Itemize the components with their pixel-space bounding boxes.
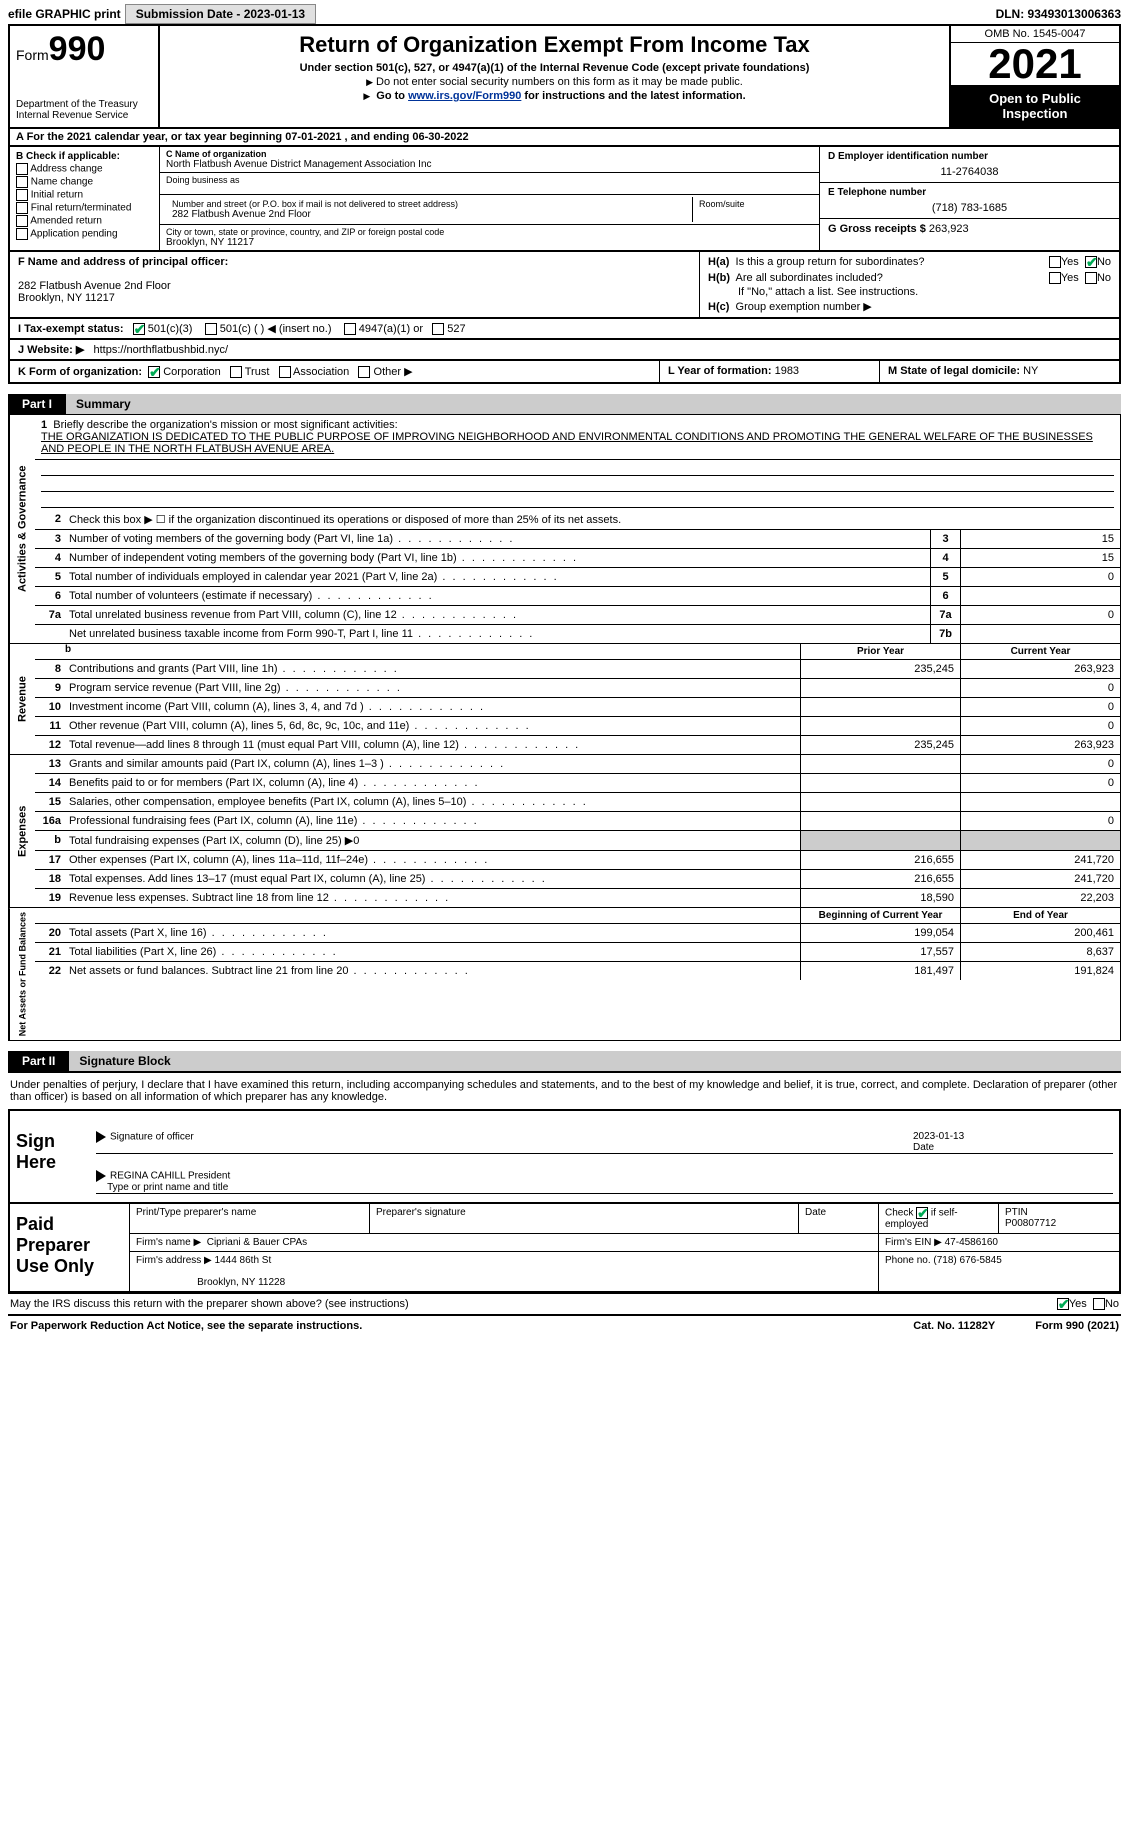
form-header: Form990 Department of the Treasury Inter… xyxy=(8,24,1121,129)
row-j: J Website: ▶ https://northflatbushbid.ny… xyxy=(8,340,1121,361)
page-footer: For Paperwork Reduction Act Notice, see … xyxy=(8,1314,1121,1336)
activities-governance: Activities & Governance 1 Briefly descri… xyxy=(8,414,1121,644)
row-i: I Tax-exempt status: 501(c)(3) 501(c) ( … xyxy=(8,319,1121,340)
box-c: C Name of organization North Flatbush Av… xyxy=(160,147,819,250)
box-b: B Check if applicable: Address change Na… xyxy=(10,147,160,250)
row-a: A For the 2021 calendar year, or tax yea… xyxy=(8,129,1121,147)
form-title: Return of Organization Exempt From Incom… xyxy=(166,32,943,58)
box-g: G Gross receipts $ 263,923 xyxy=(820,219,1119,239)
sign-here: Sign Here Signature of officer2023-01-13… xyxy=(8,1109,1121,1204)
perjury-declaration: Under penalties of perjury, I declare th… xyxy=(8,1071,1121,1109)
box-e: E Telephone number (718) 783-1685 xyxy=(820,183,1119,219)
box-h: H(a) Is this a group return for subordin… xyxy=(699,252,1119,317)
dept-label: Department of the Treasury Internal Reve… xyxy=(16,99,152,121)
open-public-badge: Open to Public Inspection xyxy=(951,85,1119,127)
form-number: Form990 xyxy=(16,30,152,69)
section-f-h: F Name and address of principal officer:… xyxy=(8,252,1121,319)
irs-discuss-row: May the IRS discuss this return with the… xyxy=(8,1293,1121,1314)
form990-link[interactable]: www.irs.gov/Form990 xyxy=(408,90,521,102)
box-f: F Name and address of principal officer:… xyxy=(10,252,699,317)
revenue-section: Revenue bPrior YearCurrent Year 8Contrib… xyxy=(8,644,1121,755)
expenses-section: Expenses 13Grants and similar amounts pa… xyxy=(8,755,1121,908)
section-b-g: B Check if applicable: Address change Na… xyxy=(8,147,1121,252)
paid-preparer: Paid Preparer Use Only Print/Type prepar… xyxy=(8,1204,1121,1293)
tax-year: 2021 xyxy=(951,43,1119,85)
top-bar: efile GRAPHIC print Submission Date - 20… xyxy=(8,4,1121,24)
row-k-l-m: K Form of organization: Corporation Trus… xyxy=(8,361,1121,384)
form-subtitle: Under section 501(c), 527, or 4947(a)(1)… xyxy=(166,62,943,74)
part-2-header: Part II Signature Block xyxy=(8,1051,1121,1071)
submission-date-button[interactable]: Submission Date - 2023-01-13 xyxy=(125,4,316,24)
ssn-note: Do not enter social security numbers on … xyxy=(166,76,943,88)
box-d: D Employer identification number 11-2764… xyxy=(820,147,1119,183)
part-1-header: Part I Summary xyxy=(8,394,1121,414)
goto-note: Go to www.irs.gov/Form990 for instructio… xyxy=(166,90,943,102)
net-assets-section: Net Assets or Fund Balances Beginning of… xyxy=(8,908,1121,1041)
efile-label: efile GRAPHIC print xyxy=(8,7,121,21)
dln-label: DLN: 93493013006363 xyxy=(996,7,1121,21)
